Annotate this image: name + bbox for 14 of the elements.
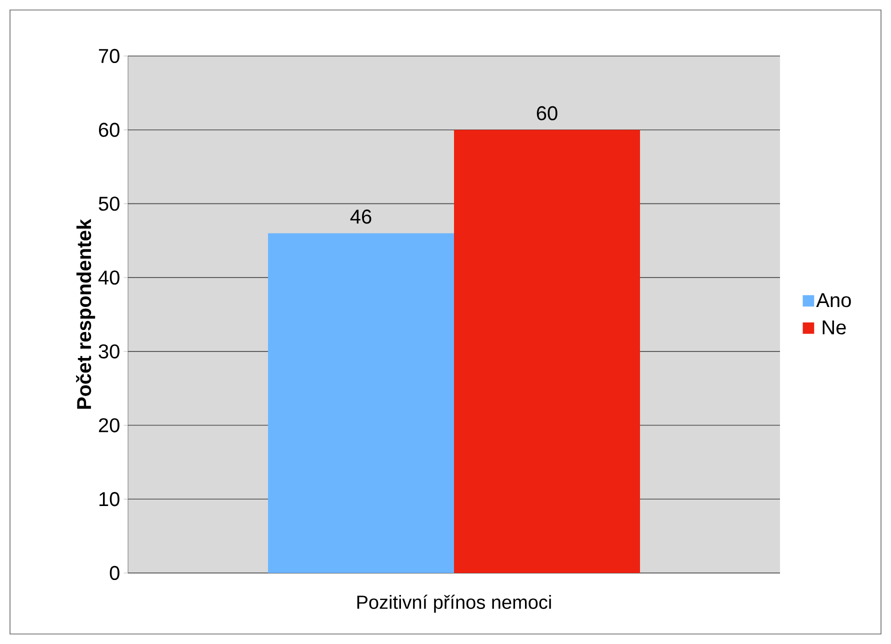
- y-tick-label: 30: [98, 344, 120, 358]
- legend-label: Ne: [822, 320, 846, 334]
- y-tick-label: 50: [98, 196, 120, 211]
- x-tick-label: Pozitivní přínos nemoci: [357, 594, 551, 613]
- y-tick-label: 10: [99, 492, 120, 506]
- y-tick-label: 0: [110, 566, 120, 580]
- y-tick-label: 20: [98, 418, 120, 432]
- y-tick-label: 40: [98, 270, 120, 285]
- y-axis-title: Počet respondentek: [76, 218, 96, 409]
- y-tick-label: 70: [98, 48, 120, 64]
- legend-label: Ano: [816, 293, 851, 308]
- y-tick-label: 60: [98, 122, 120, 137]
- data-label: 46: [350, 210, 372, 224]
- data-label: 60: [536, 106, 558, 120]
